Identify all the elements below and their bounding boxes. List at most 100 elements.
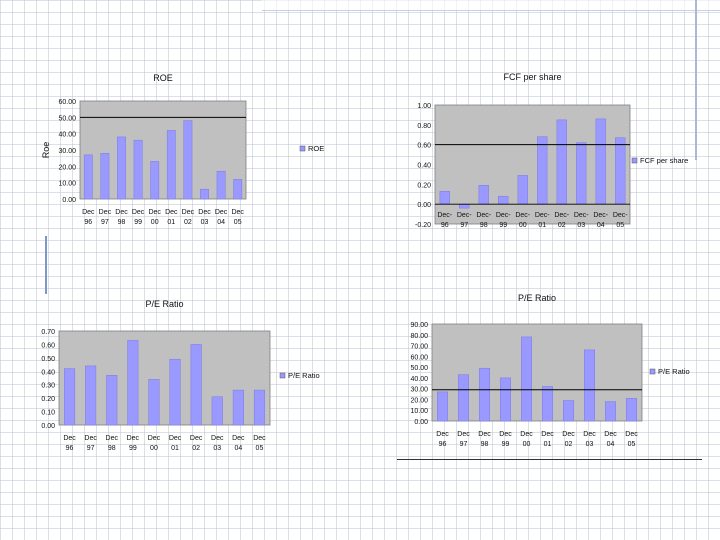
x-tick-label: Dec-98 (476, 212, 491, 229)
bar (459, 203, 470, 209)
y-tick-label: 0.00 (417, 202, 431, 209)
x-tick-label: Dec 04 (215, 209, 228, 226)
x-tick-label: Dec 99 (499, 431, 512, 448)
y-tick-label: 10.00 (410, 408, 428, 415)
legend-swatch (279, 372, 286, 379)
y-tick-label: 0.60 (41, 342, 55, 349)
y-tick-label: 0.50 (41, 356, 55, 363)
x-tick-label: Dec 03 (211, 435, 224, 452)
bar (595, 118, 606, 205)
bar (100, 153, 110, 200)
x-tick-label: Dec 01 (169, 435, 182, 452)
y-tick-label: 0.00 (41, 423, 55, 430)
bar (542, 386, 553, 422)
bar (127, 340, 139, 426)
x-tick-label: Dec 05 (625, 431, 638, 448)
bar (211, 396, 223, 426)
bar (584, 349, 595, 422)
pe-ratio-chart-left: P/E Ratio 0.00 0.10 0.20 0.30 0.40 0.50 0.60 0.7… (41, 299, 320, 452)
x-tick-label: Dec 04 (604, 431, 617, 448)
x-tick-label: Dec-04 (593, 212, 608, 229)
legend-swatch (631, 157, 638, 164)
y-tick-label: 0.70 (41, 329, 55, 336)
y-tick-label: 90.00 (410, 322, 428, 329)
x-tick-label: Dec 01 (165, 209, 178, 226)
bar (563, 400, 574, 422)
chart-title: P/E Ratio (145, 299, 183, 309)
y-tick-label: 20.00 (410, 397, 428, 404)
legend-swatch (299, 145, 306, 152)
y-tick-label: 50.00 (58, 115, 76, 122)
y-tick-label: 0.80 (417, 123, 431, 130)
decorative-vertical-line (695, 0, 697, 160)
bar (458, 374, 469, 422)
bar (216, 170, 226, 200)
chart-title: FCF per share (503, 72, 561, 82)
x-tick-label: Dec-96 (437, 212, 452, 229)
bar (85, 365, 97, 426)
x-tick-label: Dec 02 (182, 209, 195, 226)
bar (117, 136, 126, 200)
bar (615, 137, 626, 205)
y-tick-label: 0.10 (41, 410, 55, 417)
y-tick-label: 30.00 (410, 387, 428, 394)
bar (200, 188, 209, 200)
roe-chart: ROE Roe 0.00 10.00 20.00 30.00 40.00 50.00 60.00… (41, 73, 324, 226)
x-tick-label: Dec 02 (190, 435, 203, 452)
x-tick-label: Dec 97 (457, 431, 470, 448)
x-tick-label: Dec 04 (232, 435, 245, 452)
x-tick-label: Dec-00 (515, 212, 530, 229)
y-tick-label: 60.00 (58, 99, 76, 106)
y-tick-label: 0.00 (414, 419, 428, 426)
y-tick-label: 80.00 (410, 333, 428, 340)
y-tick-label: 40.00 (58, 132, 76, 139)
y-tick-label: 20.00 (58, 164, 76, 171)
bar (169, 358, 181, 426)
bar (232, 389, 244, 426)
chart-title: ROE (153, 73, 173, 83)
bar (253, 389, 265, 426)
legend-label: FCF per share (640, 156, 688, 165)
bar (478, 185, 489, 205)
y-tick-label: 0.00 (62, 197, 76, 204)
x-tick-label: Dec 00 (148, 209, 161, 226)
x-tick-label: Dec 01 (541, 431, 554, 448)
y-tick-label: 0.40 (41, 369, 55, 376)
bar (498, 195, 509, 205)
decorative-horizontal-line (397, 459, 702, 460)
bar (133, 139, 143, 200)
fcf-per-share-chart: FCF per share -0.20 0.00 0.20 0.40 0.60 0.80 1.… (415, 72, 688, 229)
y-tick-label: 1.00 (417, 103, 431, 110)
bar (605, 401, 616, 422)
bar (106, 375, 118, 426)
bar (437, 391, 448, 422)
legend-label: ROE (308, 144, 324, 153)
y-tick-label: 0.60 (417, 143, 431, 150)
bar (83, 154, 93, 200)
bar (576, 142, 587, 205)
y-tick-label: 0.20 (41, 396, 55, 403)
y-axis-label: Roe (41, 142, 51, 159)
bar (500, 377, 511, 422)
bar (150, 161, 160, 200)
y-tick-label: 50.00 (410, 365, 428, 372)
bar (439, 191, 450, 205)
x-tick-label: Dec 99 (127, 435, 140, 452)
x-tick-label: Dec-01 (535, 212, 550, 229)
x-tick-label: Dec 03 (583, 431, 596, 448)
bar (479, 367, 490, 422)
x-tick-label: Dec-02 (554, 212, 569, 229)
x-tick-label: Dec 96 (436, 431, 449, 448)
x-tick-label: Dec 98 (115, 209, 128, 226)
x-tick-label: Dec 05 (231, 209, 244, 226)
y-tick-label: 70.00 (410, 344, 428, 351)
x-tick-label: Dec 00 (148, 435, 161, 452)
x-tick-label: Dec 97 (99, 209, 112, 226)
x-tick-label: Dec 99 (132, 209, 145, 226)
x-tick-label: Dec 02 (562, 431, 575, 448)
decorative-vertical-line (45, 236, 47, 294)
x-tick-label: Dec 98 (106, 435, 119, 452)
x-tick-label: Dec 97 (84, 435, 97, 452)
legend-label: P/E Ratio (288, 371, 320, 380)
bar (537, 136, 548, 205)
